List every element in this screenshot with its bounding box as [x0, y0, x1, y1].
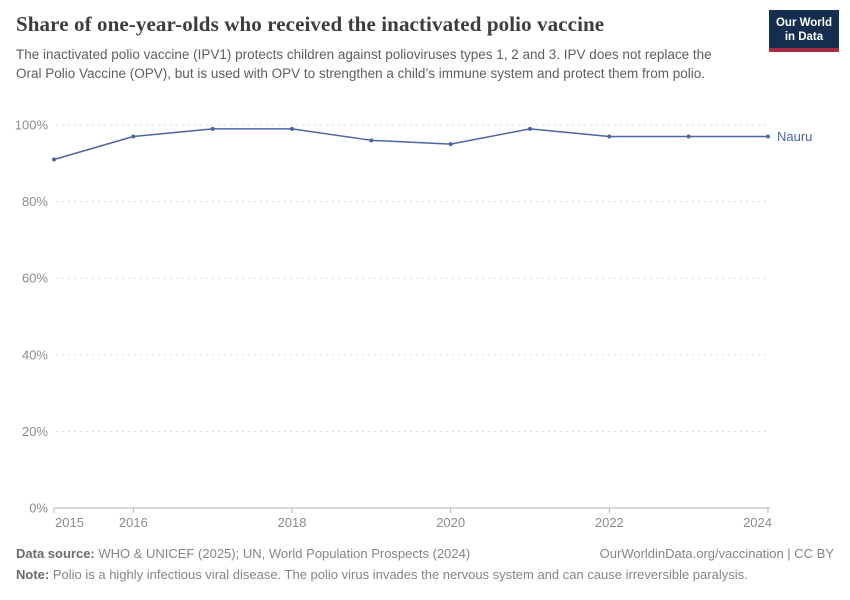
data-point-Nauru-2020[interactable] — [448, 142, 453, 147]
data-point-Nauru-2017[interactable] — [210, 126, 215, 131]
data-point-Nauru-2018[interactable] — [290, 126, 294, 131]
x-tick-label-2022: 2022 — [595, 515, 624, 530]
chart-header: Share of one-year-olds who received the … — [16, 12, 760, 83]
data-source-text[interactable]: WHO & UNICEF (2025); UN, World Populatio… — [94, 546, 471, 561]
data-point-Nauru-2021[interactable] — [528, 126, 532, 131]
data-point-Nauru-2024[interactable] — [766, 134, 770, 139]
data-point-Nauru-2022[interactable] — [607, 134, 612, 139]
owid-logo-line1: Our World — [775, 17, 832, 29]
owid-license-link[interactable]: OurWorldinData.org/vaccination | CC BY — [599, 546, 834, 561]
note-label: Note: — [16, 567, 50, 582]
owid-logo[interactable]: Our World in Data — [768, 10, 839, 53]
data-point-Nauru-2015[interactable] — [52, 157, 56, 162]
chart-footer: Data source: WHO & UNICEF (2025); UN, Wo… — [16, 546, 834, 582]
note-text: Polio is a highly infectious viral disea… — [49, 567, 748, 582]
y-tick-label-40: 40% — [22, 347, 48, 362]
y-tick-label-20: 20% — [22, 424, 48, 439]
data-point-Nauru-2023[interactable] — [686, 134, 691, 139]
data-source-line: Data source: WHO & UNICEF (2025); UN, Wo… — [16, 546, 470, 561]
data-source-label: Data source: — [16, 546, 95, 561]
y-tick-label-80: 80% — [22, 194, 48, 209]
y-tick-label-100: 100% — [15, 118, 49, 133]
x-tick-label-2024: 2024 — [743, 515, 772, 530]
y-tick-label-60: 60% — [22, 271, 48, 286]
x-tick-label-2016: 2016 — [119, 515, 148, 530]
x-tick-label-2015: 2015 — [55, 515, 84, 530]
data-point-Nauru-2019[interactable] — [369, 138, 374, 143]
chart-subtitle: The inactivated polio vaccine (IPV1) pro… — [16, 47, 712, 81]
x-tick-label-2020: 2020 — [436, 515, 465, 530]
y-tick-label-0: 0% — [29, 501, 48, 516]
series-label-Nauru[interactable]: Nauru — [777, 129, 812, 144]
data-point-Nauru-2016[interactable] — [131, 134, 136, 139]
series-line-Nauru[interactable] — [53, 128, 769, 161]
note-line: Note: Polio is a highly infectious viral… — [16, 567, 834, 582]
owid-logo-line2: in Data — [784, 31, 824, 44]
page-title: Share of one-year-olds who received the … — [16, 12, 605, 36]
x-tick-label-2018: 2018 — [278, 515, 307, 530]
